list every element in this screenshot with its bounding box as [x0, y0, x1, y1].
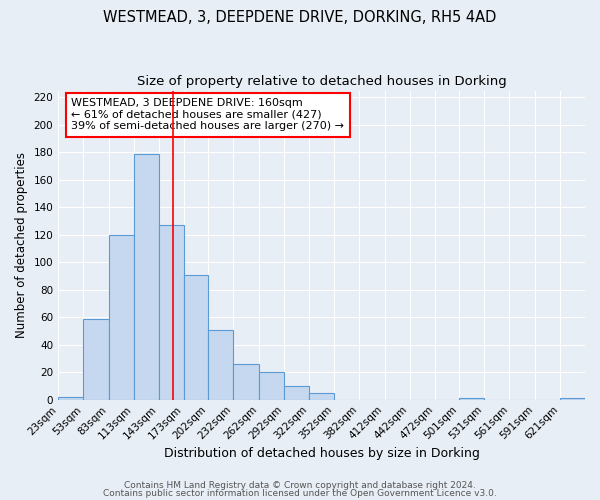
- Bar: [284, 386, 309, 400]
- Bar: [459, 398, 484, 400]
- Text: WESTMEAD, 3 DEEPDENE DRIVE: 160sqm
← 61% of detached houses are smaller (427)
39: WESTMEAD, 3 DEEPDENE DRIVE: 160sqm ← 61%…: [71, 98, 344, 132]
- Bar: [58, 397, 83, 400]
- Text: WESTMEAD, 3, DEEPDENE DRIVE, DORKING, RH5 4AD: WESTMEAD, 3, DEEPDENE DRIVE, DORKING, RH…: [103, 10, 497, 25]
- Bar: [184, 274, 208, 400]
- Bar: [134, 154, 159, 400]
- Bar: [208, 330, 233, 400]
- Bar: [309, 393, 334, 400]
- X-axis label: Distribution of detached houses by size in Dorking: Distribution of detached houses by size …: [164, 447, 479, 460]
- Bar: [159, 225, 184, 400]
- Bar: [259, 372, 284, 400]
- Bar: [233, 364, 259, 400]
- Bar: [560, 398, 585, 400]
- Bar: [83, 318, 109, 400]
- Title: Size of property relative to detached houses in Dorking: Size of property relative to detached ho…: [137, 75, 506, 88]
- Text: Contains public sector information licensed under the Open Government Licence v3: Contains public sector information licen…: [103, 488, 497, 498]
- Y-axis label: Number of detached properties: Number of detached properties: [15, 152, 28, 338]
- Text: Contains HM Land Registry data © Crown copyright and database right 2024.: Contains HM Land Registry data © Crown c…: [124, 481, 476, 490]
- Bar: [109, 235, 134, 400]
